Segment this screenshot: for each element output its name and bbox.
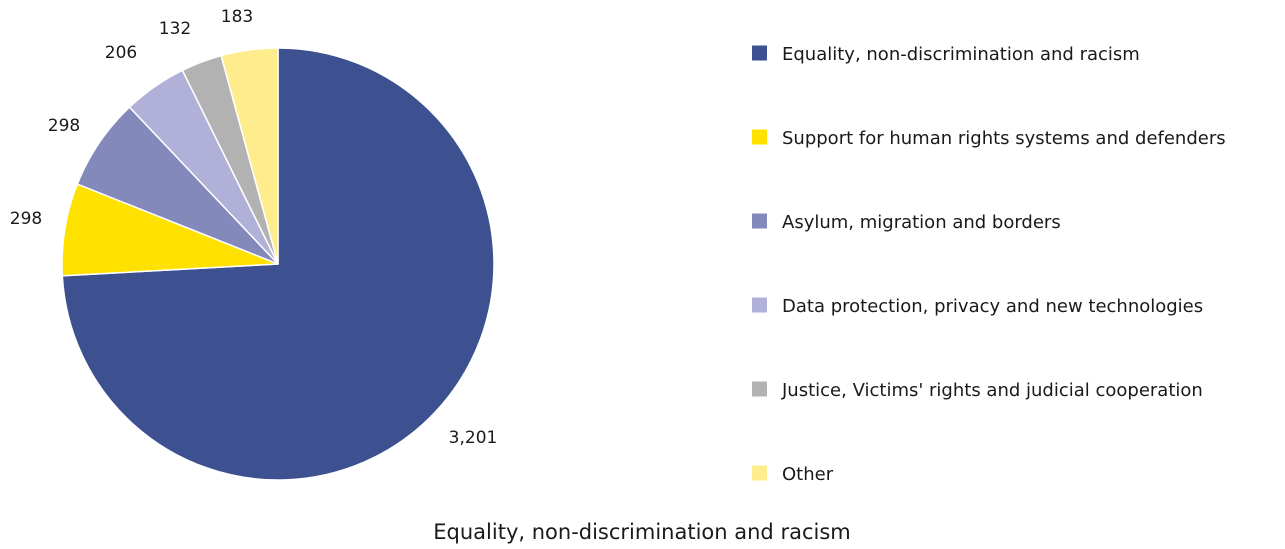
legend-swatch [752,129,767,145]
legend-item-equality-non-discrimination-and-racism: Equality, non-discrimination and racism [752,44,1140,65]
legend-label: Other [782,464,834,485]
pie-slices [61,47,495,481]
legend-item-other: Other [752,464,834,485]
pie-slice-other [220,47,279,265]
data-label-equality-non-discrimination-and-racism: 3,201 [449,428,498,448]
legend-label: Justice, Victims' rights and judicial co… [781,380,1203,401]
legend-swatch [752,45,767,61]
chart-caption: Equality, non-discrimination and racism [433,520,850,544]
legend-item-justice-victims-rights-and-judicial-cooperation: Justice, Victims' rights and judicial co… [752,380,1203,401]
legend-swatch [752,465,767,481]
data-label-data-protection-privacy-and-new-technologies: 206 [105,43,137,63]
legend-swatch [752,381,767,397]
legend-label: Asylum, migration and borders [782,212,1061,233]
legend-swatch [752,213,767,229]
legend-label: Equality, non-discrimination and racism [782,44,1140,65]
legend: Equality, non-discrimination and racism S… [752,44,1226,485]
legend-label: Data protection, privacy and new technol… [782,296,1203,317]
legend-label: Support for human rights systems and def… [782,128,1226,149]
legend-item-asylum-migration-and-borders: Asylum, migration and borders [752,212,1061,233]
pie-value-labels: 3,201 298 298 206 132 183 [10,7,498,448]
data-label-other: 183 [221,7,253,27]
data-label-justice-victims-rights-and-judicial-cooperation: 132 [159,19,191,39]
legend-item-data-protection-privacy-and-new-technologies: Data protection, privacy and new technol… [752,296,1203,317]
legend-swatch [752,297,767,313]
legend-item-support-for-human-rights-systems-and-defenders: Support for human rights systems and def… [752,128,1226,149]
data-label-asylum-migration-and-borders: 298 [48,116,80,136]
data-label-support-for-human-rights-systems-and-defenders: 298 [10,209,42,229]
